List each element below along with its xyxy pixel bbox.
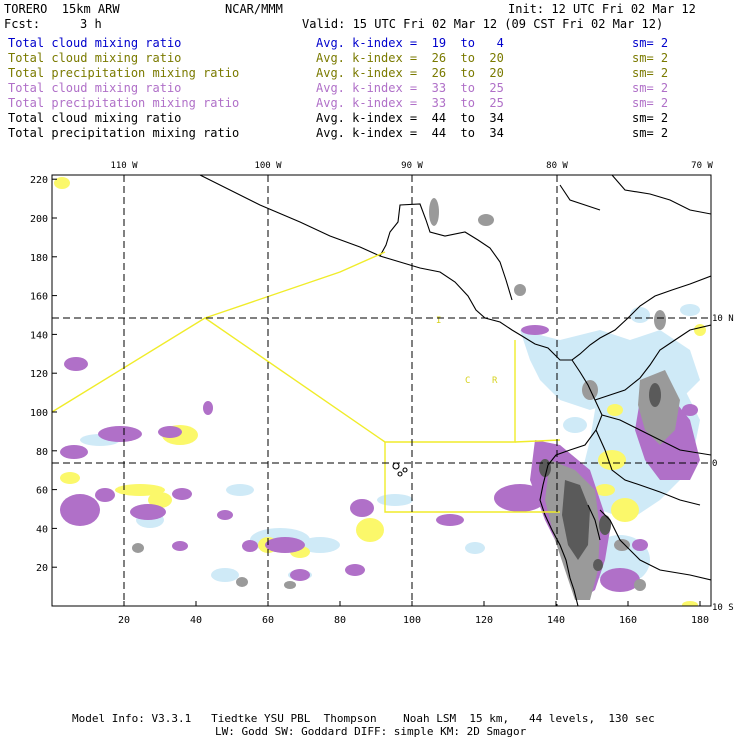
lon-label: 80 W (546, 161, 568, 171)
legend-field: Total cloud mixing ratio (8, 81, 182, 95)
y-tick-label: 120 (30, 369, 48, 380)
legend-kindex: Avg. k-index = 19 to 4 (316, 36, 504, 50)
legend-kindex: Avg. k-index = 33 to 25 (316, 81, 504, 95)
legend-sm: sm= 2 (632, 66, 669, 80)
lon-label: 90 W (401, 161, 423, 171)
legend-kindex: Avg. k-index = 44 to 34 (316, 111, 504, 125)
x-tick-label: 160 (619, 615, 637, 626)
legend-sm: sm= 2 (632, 36, 669, 50)
lat-label: 10 S (712, 603, 734, 613)
legend-kindex: Avg. k-index = 33 to 25 (316, 96, 504, 110)
init-time: Init: 12 UTC Fri 02 Mar 12 (508, 2, 696, 16)
x-tick-label: 140 (547, 615, 565, 626)
org-label: NCAR/MMM (225, 2, 283, 16)
y-tick-label: 160 (30, 292, 48, 303)
x-tick-label: 40 (190, 615, 202, 626)
map-label: I (436, 316, 441, 326)
valid-time: Valid: 15 UTC Fri 02 Mar 12 (09 CST Fri … (302, 17, 664, 31)
y-tick-label: 60 (36, 486, 48, 497)
x-tick-label: 20 (118, 615, 130, 626)
map-label: R (492, 376, 498, 386)
y-tick-label: 140 (30, 330, 48, 341)
lat-lon-grid (52, 175, 711, 606)
lon-label: 70 W (691, 161, 713, 171)
legend-field: Total precipitation mixing ratio (8, 126, 240, 140)
boundary-lines (52, 251, 561, 513)
legend-sm: sm= 2 (632, 96, 669, 110)
map-label: C (465, 376, 470, 386)
legend-sm: sm= 2 (632, 51, 669, 65)
y-tick-label: 20 (36, 563, 48, 574)
legend-field: Total precipitation mixing ratio (8, 96, 240, 110)
x-tick-label: 100 (403, 615, 421, 626)
y-tick-label: 200 (30, 214, 48, 225)
axis-ticks: 2040608010012014016018020022024026028030… (30, 175, 709, 626)
model-title: TORERO 15km ARW (4, 2, 120, 16)
fcst-label: Fcst: (4, 17, 41, 31)
legend-kindex: Avg. k-index = 26 to 20 (316, 66, 504, 80)
plot-frame (51, 174, 712, 607)
legend-sm: sm= 2 (632, 126, 669, 140)
x-tick-label: 80 (334, 615, 346, 626)
footer-physics-info: LW: Godd SW: Goddard DIFF: simple KM: 2D… (215, 725, 527, 738)
lat-label: 10 N (712, 314, 734, 324)
y-tick-label: 180 (30, 253, 48, 264)
y-tick-label: 100 (30, 408, 48, 419)
legend-kindex: Avg. k-index = 44 to 34 (316, 126, 504, 140)
legend-kindex: Avg. k-index = 26 to 20 (316, 51, 504, 65)
legend-sm: sm= 2 (632, 81, 669, 95)
legend-field: Total precipitation mixing ratio (8, 66, 240, 80)
dark-cloud-cores (539, 383, 661, 571)
lon-label: 100 W (254, 161, 282, 171)
lat-label: 0 (712, 459, 717, 469)
legend-sm: sm= 2 (632, 111, 669, 125)
x-tick-label: 60 (262, 615, 274, 626)
fcst-value: 3 h (80, 17, 102, 31)
y-tick-label: 220 (30, 175, 48, 186)
legend-field: Total cloud mixing ratio (8, 111, 182, 125)
lon-label: 110 W (110, 161, 138, 171)
y-tick-label: 80 (36, 447, 48, 458)
x-tick-label: 120 (475, 615, 493, 626)
legend-field: Total cloud mixing ratio (8, 51, 182, 65)
x-tick-label: 180 (691, 615, 709, 626)
y-tick-label: 40 (36, 524, 48, 535)
legend-field: Total cloud mixing ratio (8, 36, 182, 50)
footer-model-info: Model Info: V3.3.1 Tiedtke YSU PBL Thomp… (72, 712, 655, 725)
